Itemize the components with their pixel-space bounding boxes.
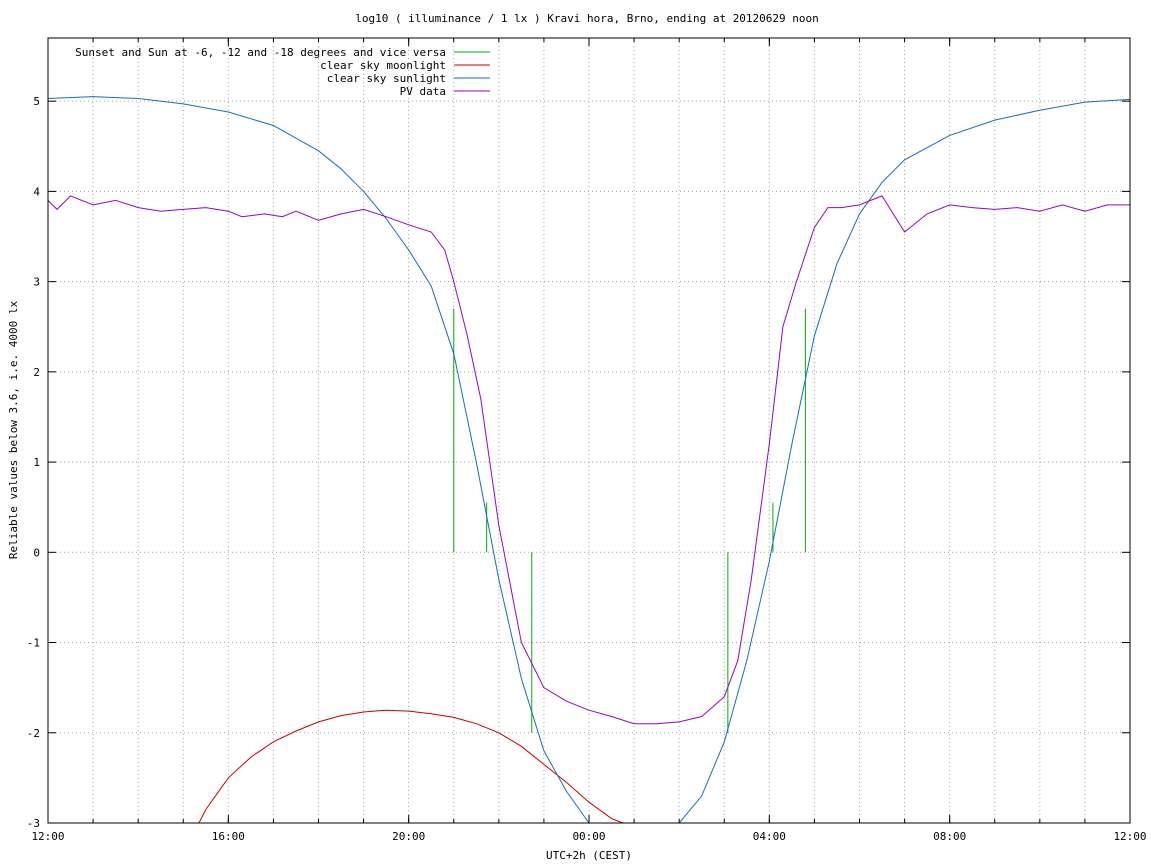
y-tick-label: -1 xyxy=(27,637,40,650)
legend-label: PV data xyxy=(400,85,446,98)
y-tick-label: 1 xyxy=(33,456,40,469)
y-tick-label: -2 xyxy=(27,727,40,740)
y-tick-label: 0 xyxy=(33,546,40,559)
grid-lines xyxy=(48,38,1130,824)
series-sunset-and-sun-at-6-12-and-18-degrees-and-vice-versa xyxy=(453,308,806,733)
series-clear-sky-moonlight xyxy=(198,709,623,823)
y-tick-label: 5 xyxy=(33,95,40,108)
y-axis-label: Reliable values below 3.6, i.e. 4000 lx xyxy=(7,300,20,559)
legend: Sunset and Sun at -6, -12 and -18 degree… xyxy=(75,46,490,98)
x-tick-label: 12:00 xyxy=(1113,830,1146,843)
x-tick-label: 20:00 xyxy=(392,830,425,843)
x-tick-label: 12:00 xyxy=(31,830,64,843)
y-tick-label: 2 xyxy=(33,366,40,379)
series-line xyxy=(198,709,623,823)
y-tick-label: -3 xyxy=(27,817,40,830)
x-tick-label: 16:00 xyxy=(212,830,245,843)
x-tick-label: 04:00 xyxy=(753,830,786,843)
series-clear-sky-sunlight xyxy=(48,96,1130,823)
y-tick-label: 4 xyxy=(33,185,40,198)
x-tick-label: 08:00 xyxy=(933,830,966,843)
series-pv-data xyxy=(48,195,1130,725)
series-line xyxy=(48,195,1130,725)
series-layer xyxy=(48,96,1130,823)
legend-label: clear sky moonlight xyxy=(320,59,446,72)
legend-label: Sunset and Sun at -6, -12 and -18 degree… xyxy=(75,46,446,59)
axis-ticks: -3 -2 -1 0 1 2 3 4 5 12:00 16:00 20:00 00:00 04:00 08:… xyxy=(27,38,1147,843)
y-tick-label: 3 xyxy=(33,276,40,289)
x-axis-label: UTC+2h (CEST) xyxy=(546,849,632,862)
chart-title: log10 ( illuminance / 1 lx ) Kravi hora,… xyxy=(355,12,819,25)
x-tick-label: 00:00 xyxy=(572,830,605,843)
legend-label: clear sky sunlight xyxy=(327,72,446,85)
series-line xyxy=(48,96,1130,823)
